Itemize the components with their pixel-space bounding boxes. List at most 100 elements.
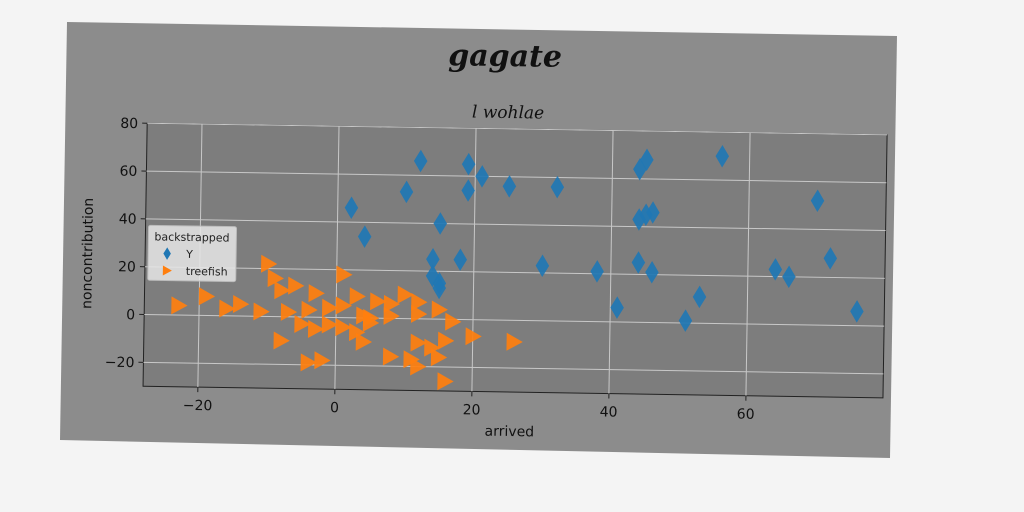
series-treefish-point — [445, 312, 462, 331]
series-y-point — [631, 251, 646, 274]
series-y-point — [433, 212, 448, 235]
series-y-point — [715, 144, 730, 168]
y-tick-label: 20 — [118, 259, 136, 275]
series-treefish-point — [198, 287, 216, 306]
x-grid-line — [745, 132, 751, 396]
series-y-point — [782, 265, 796, 289]
series-treefish-point — [506, 332, 523, 351]
y-grid-line — [146, 170, 887, 184]
y-grid-line — [145, 218, 886, 232]
legend-marker-y — [163, 247, 171, 260]
legend-box — [147, 224, 238, 283]
y-tick-label: 40 — [119, 211, 137, 227]
series-treefish-point — [362, 313, 380, 332]
series-treefish-point — [288, 276, 305, 295]
series-y-point — [432, 276, 447, 300]
series-treefish-point — [437, 372, 454, 391]
y-grid-line — [143, 361, 884, 375]
legend-marker-treefish — [162, 265, 172, 276]
series-treefish-point — [219, 299, 236, 318]
legend-label-y: Y — [185, 248, 193, 261]
series-treefish-point — [307, 320, 325, 339]
series-treefish-point — [431, 300, 448, 319]
series-treefish-point — [314, 351, 331, 370]
legend-label-treefish: treefish — [186, 265, 228, 279]
series-y-point — [590, 260, 604, 283]
chart-subtitle: l wohlae — [472, 102, 544, 123]
series-treefish-point — [171, 296, 188, 315]
series-y-point — [810, 189, 825, 212]
series-treefish-point — [465, 327, 482, 346]
series-treefish-point — [349, 287, 366, 306]
y-axis-label: noncontribution — [79, 198, 97, 309]
series-y-point — [850, 300, 864, 323]
series-y-point — [344, 196, 359, 220]
x-tick-label: 0 — [330, 400, 339, 416]
series-y-point — [426, 248, 440, 271]
series-treefish-point — [321, 315, 339, 334]
series-y-point — [646, 201, 660, 224]
y-tick-label: 80 — [120, 116, 138, 132]
series-y-point — [399, 180, 414, 204]
series-treefish-point — [437, 331, 455, 350]
chart-title: gagate — [448, 38, 562, 75]
series-treefish-point — [410, 333, 427, 352]
series-y-point — [453, 248, 468, 271]
series-y-point — [535, 254, 550, 278]
x-tick-label: −20 — [183, 398, 213, 414]
series-y-point — [502, 175, 517, 198]
series-treefish-point — [336, 265, 353, 284]
series-y-point — [461, 179, 475, 202]
series-y-point — [768, 258, 783, 281]
y-tick-label: 0 — [126, 307, 135, 323]
series-treefish-point — [411, 292, 428, 311]
series-y-point — [678, 309, 693, 332]
legend-title: backstrapped — [154, 230, 229, 244]
y-tick-label: −20 — [105, 355, 135, 371]
series-treefish-point — [267, 269, 284, 288]
series-treefish-point — [348, 323, 366, 342]
series-y-point — [632, 208, 646, 231]
series-treefish-point — [335, 296, 353, 315]
series-treefish-point — [294, 315, 311, 334]
series-treefish-point — [410, 357, 427, 376]
series-treefish-point — [370, 292, 387, 311]
series-treefish-point — [424, 338, 441, 357]
series-y-point — [640, 148, 654, 172]
y-grid-line — [144, 314, 885, 327]
x-tick-label: 40 — [600, 404, 618, 420]
y-grid-line — [147, 122, 888, 136]
series-treefish-point — [253, 302, 270, 321]
series-treefish-point — [300, 353, 317, 372]
series-treefish-point — [410, 304, 428, 323]
series-treefish-point — [355, 332, 373, 351]
y-tick-label: 60 — [119, 164, 137, 180]
series-treefish-point — [430, 348, 448, 367]
series-treefish-point — [232, 294, 250, 313]
series-y-point — [413, 149, 428, 173]
series-treefish-point — [383, 294, 401, 313]
x-tick-label: 60 — [737, 407, 755, 423]
series-treefish-point — [335, 318, 352, 337]
series-treefish-point — [308, 284, 325, 303]
series-treefish-point — [280, 302, 298, 321]
x-grid-line — [334, 126, 340, 390]
plot-area: −20 0 20 40 60 −20 0 20 40 60 80 arrived noncontri… — [79, 116, 888, 440]
series-treefish-point — [321, 298, 339, 317]
series-y-point — [610, 296, 624, 319]
series-y-point — [357, 225, 372, 248]
x-grid-line — [608, 130, 614, 394]
x-tick-label: 20 — [463, 402, 481, 418]
series-treefish-point — [274, 281, 291, 300]
series-y-point — [461, 152, 476, 176]
series-y-point — [645, 261, 659, 284]
series-treefish-point — [397, 285, 414, 304]
series-treefish-point — [382, 347, 400, 366]
x-grid-line — [471, 128, 477, 392]
series-y-point — [550, 175, 565, 199]
series-y-point — [425, 264, 440, 288]
axis-ticks: −20 0 20 40 60 −20 0 20 40 60 80 — [105, 116, 755, 423]
